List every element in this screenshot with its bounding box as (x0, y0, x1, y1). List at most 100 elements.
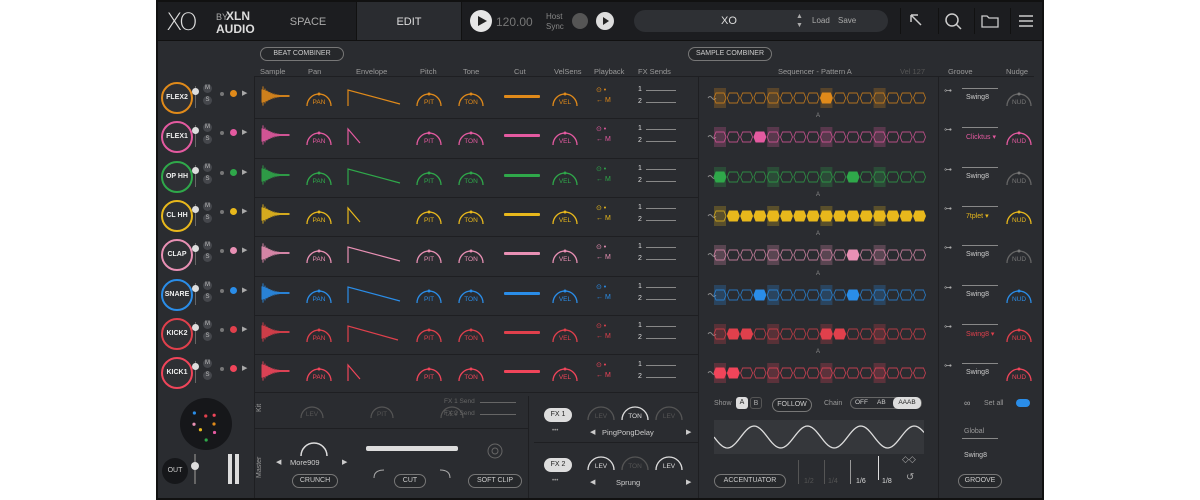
master-drive-knob[interactable] (298, 434, 330, 458)
groove-link-icon[interactable]: ⊶ (944, 243, 952, 253)
load-button[interactable]: Load (812, 16, 830, 25)
mute-button[interactable]: M (203, 123, 212, 133)
tone-knob[interactable]: TON (456, 359, 486, 383)
accent-slider-1[interactable] (798, 460, 799, 484)
track-button-clap[interactable]: CLAP (161, 239, 193, 272)
search-icon[interactable] (938, 8, 969, 34)
track-volume-handle[interactable] (192, 88, 199, 95)
mute-button[interactable]: M (203, 201, 212, 211)
track-play-icon[interactable]: ▶ (242, 365, 248, 373)
fx2-send-slider[interactable] (646, 102, 676, 103)
groove-preset[interactable]: Swing8 (966, 172, 989, 180)
undo-icon[interactable]: ↺ (906, 472, 915, 483)
velsens-knob[interactable]: VEL (550, 359, 580, 383)
tone-knob[interactable]: TON (456, 123, 486, 147)
envelope-shape[interactable] (346, 86, 402, 108)
track-volume-slider[interactable] (195, 203, 196, 226)
fx-knob-lev[interactable]: LEV (587, 406, 615, 421)
fx2-send-slider[interactable] (646, 141, 676, 143)
kit-fx1-send-slider[interactable] (480, 402, 516, 403)
velsens-knob[interactable]: VEL (550, 320, 580, 344)
sequencer-row[interactable] (706, 123, 932, 151)
pitch-knob[interactable]: PIT (414, 123, 444, 147)
solo-button[interactable]: S (203, 371, 212, 381)
track-button-kick2[interactable]: KICK2 (161, 317, 193, 350)
reverse-icon[interactable]: ← M (596, 136, 611, 144)
sequencer-row[interactable] (706, 163, 932, 191)
velsens-knob[interactable]: VEL (550, 84, 580, 108)
solo-button[interactable]: S (203, 174, 212, 184)
reverse-icon[interactable]: ← M (596, 254, 611, 262)
track-volume-handle[interactable] (192, 284, 199, 292)
track-button-kick1[interactable]: KICK1 (161, 357, 193, 390)
track-play-icon[interactable]: ▶ (242, 90, 248, 97)
pan-knob[interactable]: PAN (304, 163, 334, 187)
track-play-icon[interactable]: ▶ (242, 129, 248, 137)
groove-slider[interactable] (962, 205, 998, 207)
fx1-knobs[interactable]: LEV TON LEV (584, 400, 694, 422)
solo-button[interactable]: S (203, 331, 212, 341)
chain-selector[interactable]: OFF AB AAAB (850, 397, 922, 409)
xy-track-dot[interactable] (192, 411, 196, 415)
cut-slider[interactable] (504, 370, 540, 374)
track-play-icon[interactable]: ▶ (242, 207, 248, 215)
sample-waveform[interactable] (260, 84, 294, 108)
kit-level-knob-2[interactable]: PIT (368, 398, 396, 420)
groove-link-icon[interactable]: ⊶ (944, 361, 952, 371)
track-volume-handle[interactable] (192, 323, 199, 331)
fx2-send-slider[interactable] (646, 298, 676, 300)
playback-mode-icon[interactable]: ⊙ • (596, 126, 607, 134)
track-volume-handle[interactable] (192, 166, 199, 174)
mute-button[interactable]: M (203, 162, 212, 172)
fx2-send-slider[interactable] (646, 377, 676, 379)
bpm-display[interactable]: 120.00 (496, 15, 533, 29)
playback-mode-icon[interactable]: ⊙ • (596, 204, 607, 212)
mute-button[interactable]: M (203, 241, 212, 251)
sample-waveform[interactable] (260, 241, 294, 265)
sample-waveform[interactable] (260, 163, 294, 187)
fx1-prev-icon[interactable]: ◀ (590, 429, 596, 436)
xy-track-dot[interactable] (198, 428, 203, 432)
playback-mode-icon[interactable]: ⊙ • (596, 322, 607, 330)
pan-knob[interactable]: PAN (304, 202, 334, 226)
tone-knob[interactable]: TON (456, 202, 486, 226)
track-button-flex1[interactable]: FLEX1 (161, 121, 193, 154)
playback-mode-icon[interactable]: ⊙ • (596, 362, 607, 370)
cut-slider[interactable] (504, 330, 540, 334)
tab-space[interactable]: SPACE (289, 16, 327, 28)
nudge-knob[interactable]: NUD (1004, 359, 1034, 383)
fx2-preset-name[interactable]: Sprung (616, 478, 641, 487)
velsens-knob[interactable]: VEL (550, 202, 580, 226)
solo-button[interactable]: S (203, 253, 212, 263)
tone-knob[interactable]: TON (456, 281, 486, 305)
fx1-send-slider[interactable] (646, 168, 676, 170)
accent-slider-4[interactable] (878, 456, 879, 480)
pitch-knob[interactable]: PIT (414, 84, 444, 108)
track-volume-handle[interactable] (192, 205, 199, 213)
fx1-button[interactable]: FX 1 (544, 408, 572, 422)
pan-knob[interactable]: PAN (304, 320, 334, 344)
groove-preset[interactable]: Swing8 ▾ (966, 330, 995, 338)
track-button-snare[interactable]: SNARE (161, 278, 193, 311)
mute-button[interactable]: M (203, 319, 212, 329)
envelope-shape[interactable] (346, 204, 402, 226)
fx1-send-slider[interactable] (646, 90, 676, 91)
link-icon[interactable]: ∞ (964, 398, 971, 408)
nudge-knob[interactable]: NUD (1004, 320, 1034, 344)
nudge-knob[interactable]: NUD (1004, 202, 1034, 226)
pan-knob[interactable]: PAN (304, 123, 334, 147)
groove-link-icon[interactable]: ⊶ (944, 282, 952, 292)
groove-slider[interactable] (962, 127, 998, 129)
sample-waveform[interactable] (260, 320, 294, 344)
pitch-knob[interactable]: PIT (414, 281, 444, 305)
accentuator-button[interactable]: ACCENTUATOR (714, 474, 786, 488)
kit-level-knob-1[interactable]: LEV (298, 398, 326, 420)
groove-preset[interactable]: Swing8 (966, 94, 989, 101)
sample-waveform[interactable] (260, 281, 294, 305)
mute-button[interactable]: M (203, 280, 212, 290)
groove-preset[interactable]: Swing8 (966, 290, 989, 298)
sequencer-row[interactable] (706, 202, 932, 230)
sample-waveform[interactable] (260, 123, 294, 147)
track-button-flex2[interactable]: FLEX2 (161, 82, 193, 114)
nudge-knob[interactable]: NUD (1004, 281, 1034, 305)
